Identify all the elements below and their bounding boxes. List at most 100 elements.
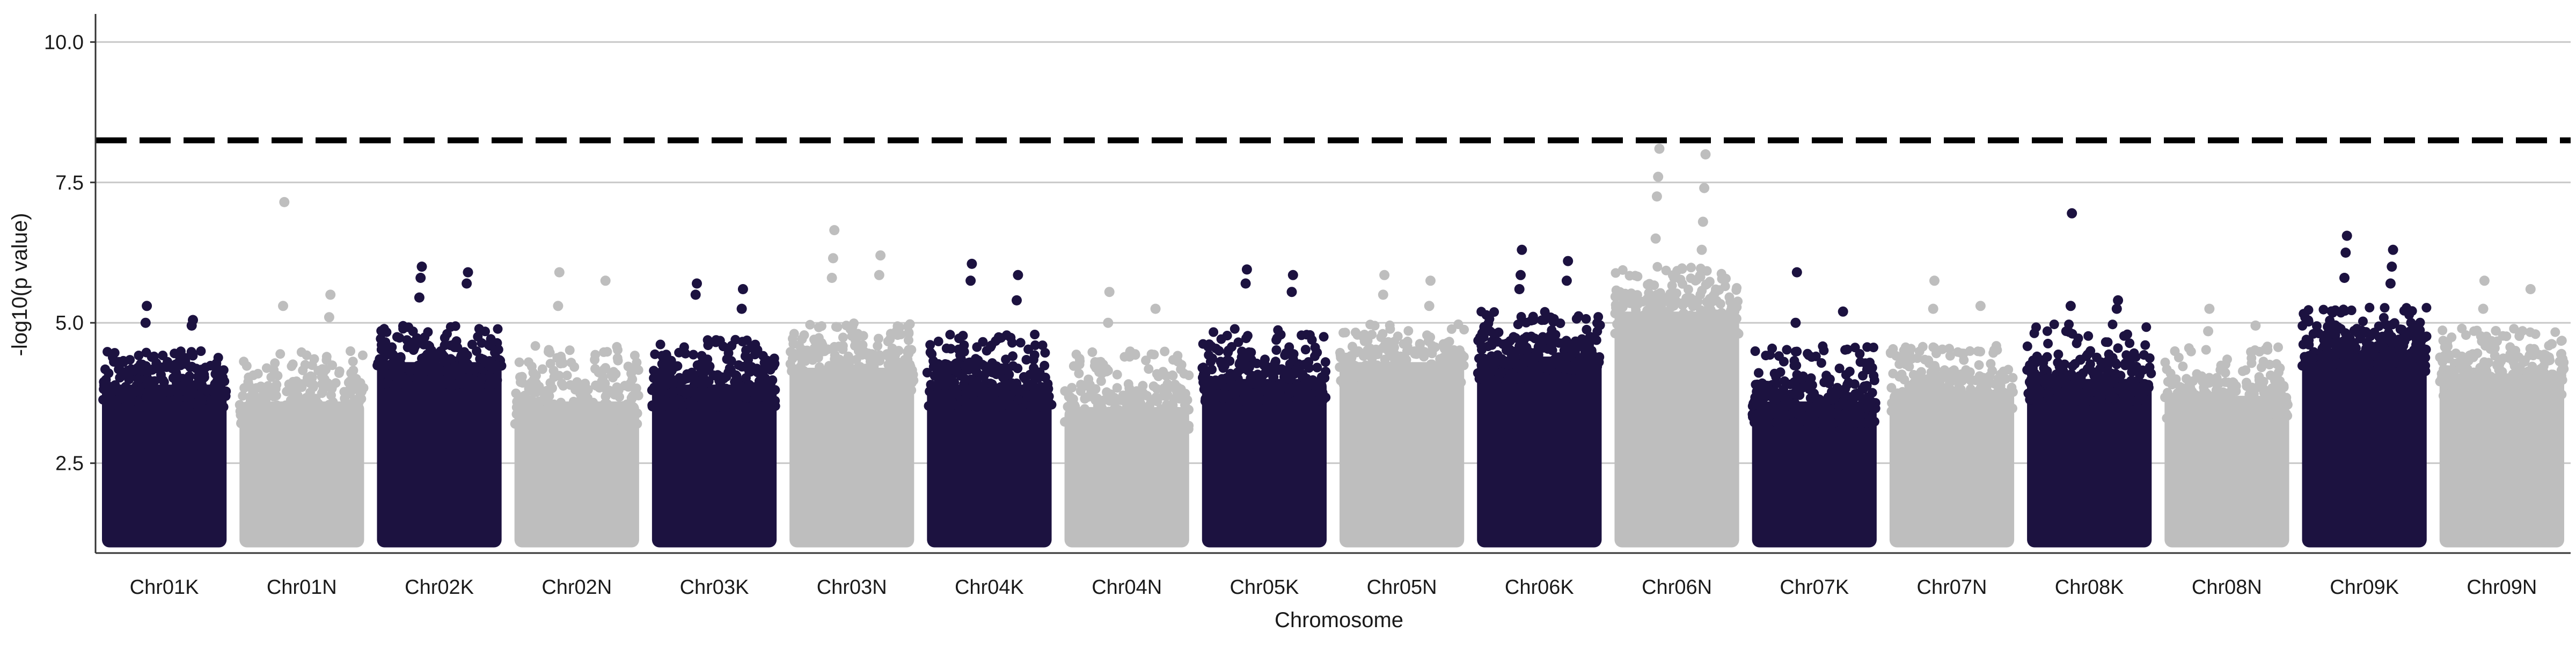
snp-point <box>1022 390 1032 400</box>
snp-point <box>1080 404 1090 414</box>
snp-point <box>2330 330 2340 340</box>
x-tick-label: Chr09K <box>2330 576 2399 599</box>
snp-point <box>1853 388 1863 398</box>
snp-point <box>236 404 246 413</box>
snp-point <box>1633 271 1643 281</box>
snp-point <box>1888 368 1898 379</box>
snp-point <box>453 370 463 380</box>
snp-point <box>493 345 503 355</box>
snp-point <box>2419 344 2429 354</box>
snp-point <box>2127 396 2137 406</box>
snp-point <box>124 374 134 384</box>
snp-point <box>2249 389 2259 399</box>
snp-point <box>2546 339 2557 349</box>
peak-point <box>1378 289 1388 300</box>
snp-point <box>966 374 976 384</box>
snp-point <box>1785 379 1795 389</box>
snp-point <box>346 387 356 397</box>
snp-point <box>422 350 433 359</box>
snp-point <box>2257 362 2266 373</box>
snp-point <box>1296 381 1306 391</box>
snp-point <box>1816 358 1826 368</box>
snp-point <box>801 384 811 395</box>
snp-point <box>1007 338 1017 348</box>
peak-point <box>1699 183 1710 193</box>
snp-point <box>2101 372 2111 382</box>
snp-point <box>575 397 585 407</box>
snp-point <box>1163 383 1174 394</box>
snp-point <box>1824 379 1834 389</box>
snp-point <box>2139 350 2149 360</box>
dense-point-cloud <box>1614 311 1739 548</box>
snp-point <box>423 340 434 351</box>
snp-point <box>2527 361 2537 372</box>
snp-point <box>997 364 1007 373</box>
snp-point <box>770 385 780 395</box>
snp-point <box>2548 386 2558 396</box>
snp-point <box>2330 305 2340 315</box>
snp-point <box>2495 390 2505 400</box>
snp-point <box>866 361 876 371</box>
snp-point <box>413 360 423 370</box>
snp-point <box>209 382 219 392</box>
snp-point <box>1487 336 1497 346</box>
chromosome-points-Chr06N <box>1610 143 1744 548</box>
snp-point <box>2374 360 2384 370</box>
snp-point <box>1403 380 1414 389</box>
snp-point <box>980 401 990 411</box>
snp-point <box>2323 329 2333 339</box>
snp-point <box>2380 303 2390 313</box>
snp-point <box>1945 408 1955 418</box>
snp-point <box>1370 321 1380 331</box>
snp-point <box>1619 329 1629 339</box>
snp-point <box>308 379 318 389</box>
snp-point <box>511 402 522 412</box>
peak-point <box>1700 149 1711 159</box>
snp-point <box>627 391 638 401</box>
snp-point <box>2053 350 2063 359</box>
snp-point <box>334 366 345 376</box>
snp-point <box>1223 347 1233 358</box>
snp-point <box>1915 370 1925 380</box>
snp-point <box>655 339 665 350</box>
snp-point <box>323 379 333 389</box>
peak-point <box>279 197 290 207</box>
snp-point <box>1666 323 1676 333</box>
snp-point <box>343 377 354 388</box>
peak-point <box>1425 275 1436 286</box>
snp-point <box>1429 376 1439 386</box>
peak-point <box>2385 278 2396 289</box>
snp-point <box>2347 353 2357 363</box>
chromosome-points-Chr05K <box>1197 264 1331 548</box>
snp-point <box>475 376 486 386</box>
snp-point <box>1929 343 1940 353</box>
snp-point <box>528 368 538 378</box>
snp-point <box>2415 332 2425 343</box>
snp-point <box>1419 347 1430 357</box>
snp-point <box>2265 360 2274 369</box>
snp-point <box>2556 370 2566 381</box>
snp-point <box>1313 396 1323 406</box>
peak-point <box>1791 267 1802 278</box>
snp-point <box>535 386 545 396</box>
snp-point <box>613 385 624 395</box>
snp-point <box>1869 370 1879 381</box>
snp-point <box>902 382 912 392</box>
peak-point <box>1150 303 1161 314</box>
snp-point <box>1110 419 1119 430</box>
snp-point <box>2396 363 2406 373</box>
snp-point <box>2479 357 2489 367</box>
snp-point <box>2505 385 2515 395</box>
snp-point <box>745 367 755 377</box>
snp-point <box>704 365 714 375</box>
snp-point <box>377 379 387 389</box>
snp-point <box>694 387 705 397</box>
snp-point <box>1528 311 1538 322</box>
snp-point <box>1067 383 1077 393</box>
snp-point <box>1696 264 1706 273</box>
snp-point <box>1887 398 1897 408</box>
chromosome-points-Chr09K <box>2297 230 2432 548</box>
snp-point <box>1995 369 2006 380</box>
snp-point <box>925 347 935 358</box>
